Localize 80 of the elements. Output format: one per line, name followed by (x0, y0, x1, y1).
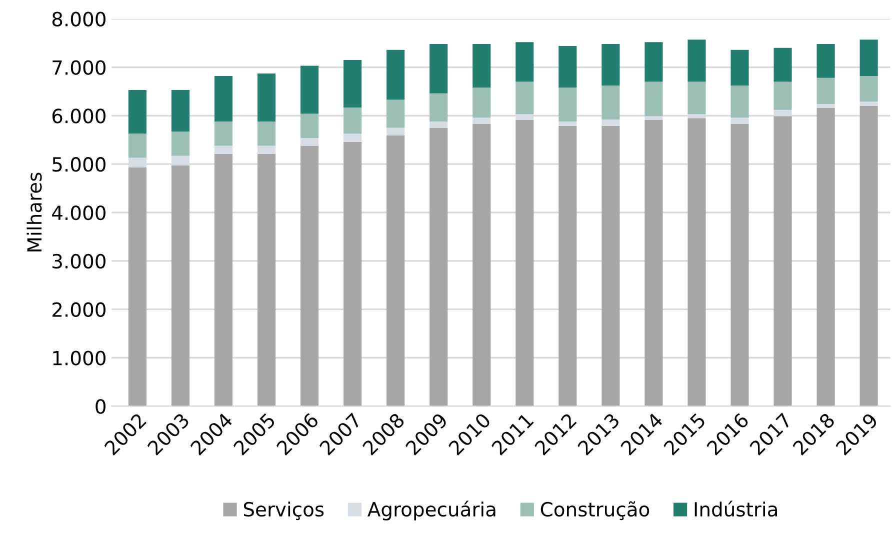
y-axis-title: Milhares (26, 172, 42, 252)
bar (386, 128, 405, 136)
bar (128, 167, 146, 406)
bar (214, 146, 233, 154)
bar (816, 108, 835, 406)
bar (171, 132, 190, 156)
bar (774, 82, 792, 110)
bar (300, 114, 319, 138)
bar (644, 120, 663, 406)
bar (516, 82, 534, 114)
bar (558, 126, 577, 406)
bar (472, 124, 491, 406)
bar (128, 134, 146, 158)
bar (774, 116, 792, 406)
bar (644, 42, 663, 82)
bar (300, 138, 319, 146)
bar (257, 121, 276, 146)
bar (730, 118, 749, 124)
bar (344, 60, 362, 108)
bar (386, 136, 405, 406)
bar (386, 50, 405, 100)
bar (688, 40, 706, 82)
bar (558, 88, 577, 122)
bar (730, 86, 749, 118)
bar (257, 74, 276, 122)
bar (688, 118, 706, 406)
legend-label: Serviços (244, 502, 324, 520)
bar (386, 100, 405, 128)
bar (300, 146, 319, 406)
bar (344, 107, 362, 134)
bar (816, 44, 835, 78)
bar (602, 86, 620, 120)
legend-label: Agropecuária (368, 500, 496, 520)
y-tick-label: 2.000 (52, 302, 106, 318)
bar (774, 48, 792, 82)
bar (558, 121, 577, 126)
bar (602, 44, 620, 86)
y-tick-label: 4.000 (52, 205, 106, 220)
bar (430, 128, 448, 406)
bar (730, 124, 749, 406)
bar (214, 76, 233, 122)
y-tick-label: 8.000 (52, 12, 106, 26)
y-tick-label: 0 (96, 399, 106, 414)
bar (602, 126, 620, 406)
bar (688, 82, 706, 114)
y-tick-label: 7.000 (52, 60, 106, 75)
y-tick-label: 3.000 (52, 254, 106, 269)
bar (516, 42, 534, 82)
bar (300, 66, 319, 114)
y-tick-label: 5.000 (52, 157, 106, 172)
y-tick-label: 6.000 (52, 108, 106, 124)
bar (128, 90, 146, 134)
bar (171, 90, 190, 132)
bar (816, 104, 835, 108)
y-tick-label: 1.000 (53, 350, 106, 366)
bar (472, 44, 491, 88)
bar (602, 120, 620, 126)
bar (214, 121, 233, 146)
bar (860, 76, 878, 102)
bar (344, 142, 362, 406)
bar (860, 102, 878, 106)
bar (171, 166, 190, 406)
bar (430, 44, 448, 94)
bar (344, 134, 362, 142)
bar (430, 121, 448, 128)
bar (257, 146, 276, 154)
bar (644, 82, 663, 116)
bar (860, 40, 878, 76)
legend-label: Construção (540, 501, 650, 520)
legend-label: Indústria (694, 500, 777, 517)
bar (558, 46, 577, 88)
bar (257, 154, 276, 406)
bar (430, 93, 448, 122)
bar (730, 50, 749, 86)
bar (516, 120, 534, 406)
bar (472, 118, 491, 124)
bar (816, 78, 835, 104)
bar (214, 154, 233, 406)
bar (472, 88, 491, 118)
bar (860, 106, 878, 406)
